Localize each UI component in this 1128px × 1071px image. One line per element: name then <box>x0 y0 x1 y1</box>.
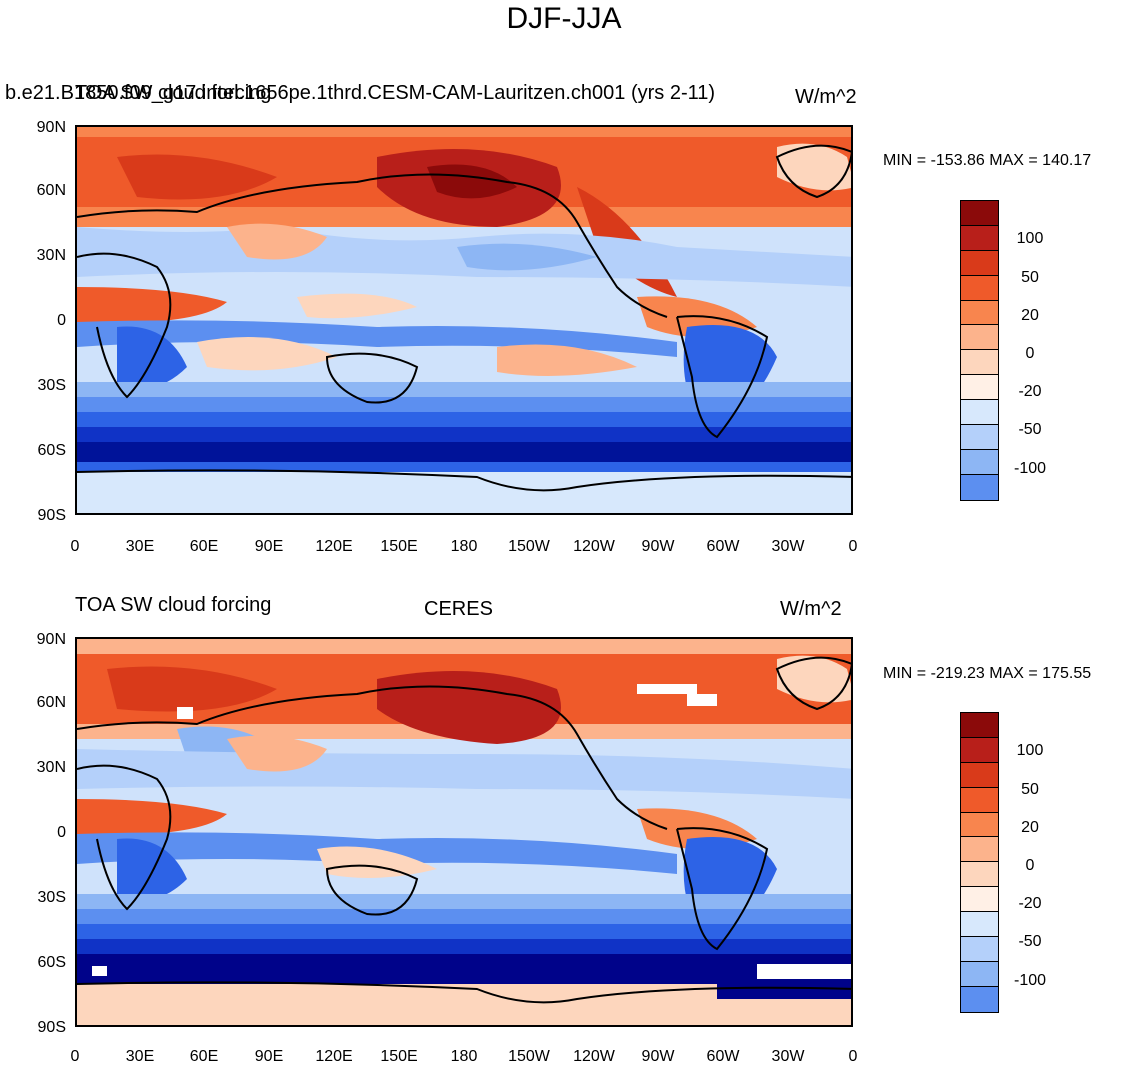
colorbar-swatch <box>961 862 998 888</box>
x-tick-label: 90W <box>641 1048 675 1065</box>
colorbar-swatch <box>961 474 998 500</box>
colorbar-label: -20 <box>1018 383 1042 400</box>
x-tick-label: 90E <box>254 1048 284 1065</box>
x-tick-label: 0 <box>70 538 80 555</box>
colorbar-swatch <box>961 201 998 226</box>
x-tick-label: 0 <box>848 1048 858 1065</box>
colorbar-swatch <box>961 400 998 426</box>
colorbar-swatch <box>961 425 998 450</box>
colorbar-swatch <box>961 275 998 301</box>
y-tick-label: 60S <box>37 442 66 459</box>
min-max-label: MIN = -219.23 MAX = 175.55 <box>883 665 1092 682</box>
colorbar-swatch <box>961 937 998 962</box>
y-tick-label: 0 <box>57 312 66 329</box>
y-tick-label: 30S <box>37 889 66 906</box>
map-plot-area <box>75 637 853 1027</box>
x-tick-label: 180 <box>450 538 478 555</box>
x-tick-label: 150W <box>508 538 550 555</box>
y-tick-label: 90S <box>37 507 66 524</box>
colorbar <box>960 712 999 1013</box>
colorbar-swatch <box>961 912 998 938</box>
x-tick-label: 30W <box>771 538 805 555</box>
x-tick-label: 60W <box>706 538 740 555</box>
y-tick-label: 90N <box>36 119 66 136</box>
colorbar-label: 100 <box>1016 230 1044 247</box>
y-tick-label: 90N <box>36 631 66 648</box>
x-tick-label: 60E <box>189 1048 219 1065</box>
x-tick-label: 60W <box>706 1048 740 1065</box>
panel-units: W/m^2 <box>795 86 857 108</box>
colorbar-label: 20 <box>1021 819 1039 836</box>
x-tick-label: 150E <box>380 538 418 555</box>
colorbar-swatch <box>961 350 998 376</box>
colorbar-swatch <box>961 837 998 863</box>
x-tick-label: 90W <box>641 538 675 555</box>
panel-center-title: CERES <box>424 598 493 620</box>
colorbar-swatch <box>961 986 998 1012</box>
y-tick-label: 90S <box>37 1019 66 1036</box>
colorbar-label: -50 <box>1018 933 1042 950</box>
colorbar-label: -20 <box>1018 895 1042 912</box>
colorbar-swatch <box>961 762 998 788</box>
colorbar-swatch <box>961 449 998 475</box>
colorbar-label: 20 <box>1021 307 1039 324</box>
x-tick-label: 120E <box>315 538 353 555</box>
colorbar-label: -50 <box>1018 421 1042 438</box>
colorbar-swatch <box>961 250 998 276</box>
y-tick-label: 30N <box>36 247 66 264</box>
y-tick-label: 0 <box>57 824 66 841</box>
colorbar-label: 50 <box>1021 269 1039 286</box>
min-max-label: MIN = -153.86 MAX = 140.17 <box>883 152 1092 169</box>
colorbar <box>960 200 999 501</box>
map-plot-area <box>75 125 853 515</box>
colorbar-label: 0 <box>1025 345 1035 362</box>
colorbar-label: -100 <box>1013 460 1047 477</box>
colorbar-swatch <box>961 225 998 251</box>
colorbar-swatch <box>961 325 998 351</box>
colorbar-swatch <box>961 713 998 738</box>
y-tick-label: 30N <box>36 759 66 776</box>
colorbar-swatch <box>961 737 998 763</box>
contour-field <box>77 639 851 1025</box>
x-tick-label: 30E <box>125 538 155 555</box>
colorbar-swatch <box>961 375 998 401</box>
colorbar-swatch <box>961 812 998 838</box>
colorbar-swatch <box>961 887 998 913</box>
x-tick-label: 90E <box>254 538 284 555</box>
y-tick-label: 60N <box>36 694 66 711</box>
x-tick-label: 150E <box>380 1048 418 1065</box>
x-tick-label: 0 <box>70 1048 80 1065</box>
contour-field <box>77 127 851 513</box>
y-tick-label: 60N <box>36 182 66 199</box>
colorbar-swatch <box>961 787 998 813</box>
panel-left-title: TOA SW cloud forcing <box>75 594 272 616</box>
colorbar-swatch <box>961 300 998 326</box>
x-tick-label: 0 <box>848 538 858 555</box>
panel-units: W/m^2 <box>780 598 842 620</box>
colorbar-label: 0 <box>1025 857 1035 874</box>
colorbar-swatch <box>961 961 998 987</box>
x-tick-label: 120W <box>573 1048 615 1065</box>
x-tick-label: 30E <box>125 1048 155 1065</box>
y-tick-label: 60S <box>37 954 66 971</box>
y-tick-label: 30S <box>37 377 66 394</box>
colorbar-label: -100 <box>1013 972 1047 989</box>
x-tick-label: 120W <box>573 538 615 555</box>
figure-title: DJF-JJA <box>506 2 622 35</box>
x-tick-label: 180 <box>450 1048 478 1065</box>
colorbar-label: 50 <box>1021 781 1039 798</box>
panel-left-title: TOA SW cloud forcing <box>75 82 272 104</box>
x-tick-label: 150W <box>508 1048 550 1065</box>
colorbar-label: 100 <box>1016 742 1044 759</box>
x-tick-label: 30W <box>771 1048 805 1065</box>
x-tick-label: 120E <box>315 1048 353 1065</box>
panel-center-title: b.e21.B1850.f09_g17.intel.1656pe.1thrd.C… <box>5 82 716 104</box>
x-tick-label: 60E <box>189 538 219 555</box>
